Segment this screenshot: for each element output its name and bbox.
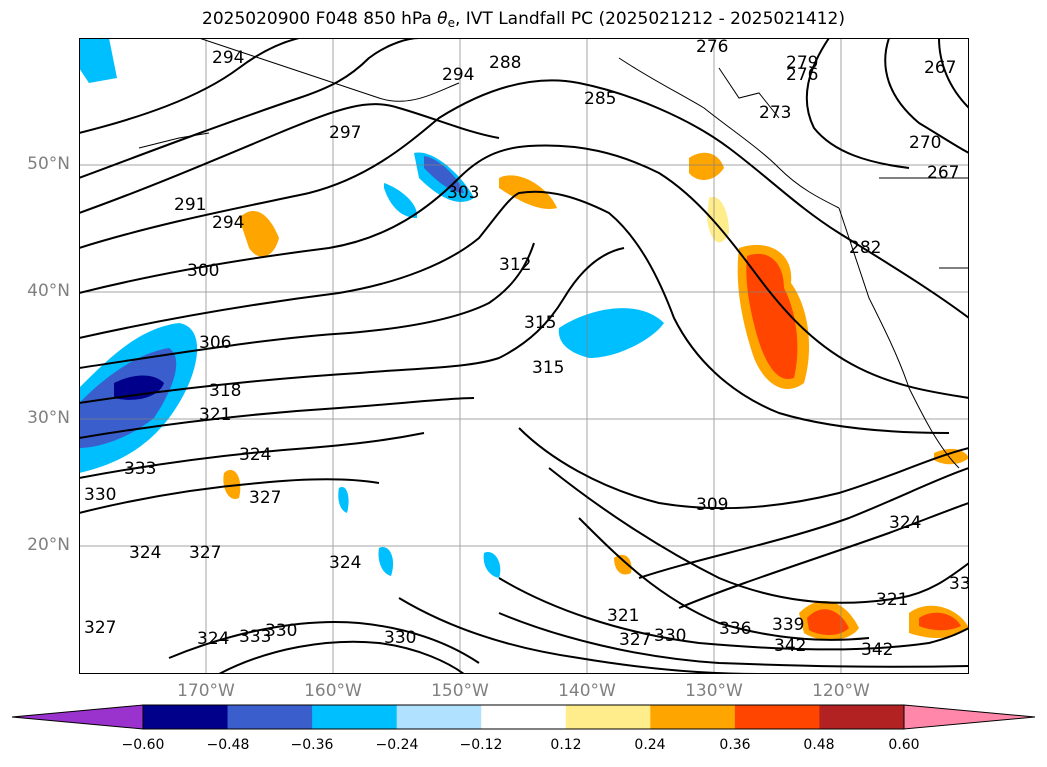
contour-label: 306 [199,333,231,353]
colorbar [11,704,1036,730]
colorbar-tick: 0.60 [888,737,920,753]
contour-label: 315 [524,313,556,333]
contour-label: 300 [187,261,219,281]
contour-label: 267 [924,58,956,78]
contour-label: 330 [265,621,297,641]
contour-label: 330 [384,628,416,648]
contour-label: 294 [212,213,244,233]
lon-label: 120°W [812,681,870,701]
contour-label: 309 [696,495,728,515]
contour-label: 342 [861,640,893,660]
colorbar-segment [481,705,567,729]
colorbar-tick: −0.36 [290,737,334,753]
contour-label: 321 [607,606,639,626]
contour-label: 333 [124,459,156,479]
lat-label: 20°N [27,535,70,555]
contour-label: 279 [786,53,818,73]
contour-label: 276 [696,38,728,57]
contour-label: 324 [889,513,921,533]
colorbar-segment [396,705,482,729]
contour-label: 339 [772,615,804,635]
lat-label: 50°N [27,154,70,174]
colorbar-segment [734,705,820,729]
colorbar-frame [142,704,905,730]
lon-label: 150°W [431,681,489,701]
colorbar-segment [819,705,905,729]
contour-label: 321 [199,405,231,425]
lat-label: 40°N [27,281,70,301]
contour-label: 294 [212,48,244,68]
contour-label: 324 [239,445,271,465]
map-title: 2025020900 F048 850 hPa θe, IVT Landfall… [202,9,845,30]
colorbar-tick: −0.48 [206,737,250,753]
contour-label: 288 [489,53,521,73]
contour-label: 33 [949,574,969,594]
contour-labels: 294 294 288 285 276 279 276 273 267 270 … [84,38,969,660]
colorbar-extend-right [903,704,1036,730]
contour-label: 336 [719,619,751,639]
contour-label: 282 [849,238,881,258]
contour-label: 267 [927,163,959,183]
contour-label: 324 [129,543,161,563]
contour-label: 321 [876,590,908,610]
colorbar-extend-left [11,704,144,730]
colorbar-tick: 0.36 [719,737,751,753]
contour-label: 327 [619,630,651,650]
colorbar-segment [565,705,651,729]
colorbar-segment [227,705,313,729]
colorbar-segment [650,705,736,729]
lat-label: 30°N [27,408,70,428]
lon-label: 170°W [177,681,235,701]
contour-label: 324 [197,629,229,649]
contour-label: 330 [654,626,686,646]
contour-label: 330 [84,485,116,505]
contour-label: 342 [774,636,806,656]
contour-label: 294 [442,65,474,85]
colorbar-segment [143,705,229,729]
contour-label: 324 [329,553,361,573]
map-panel: 294 294 288 285 276 279 276 273 267 270 … [79,38,969,674]
coastlines [138,38,969,469]
colorbar-tick: −0.24 [375,737,419,753]
contour-label: 276 [786,65,818,85]
contour-label: 297 [329,123,361,143]
lon-label: 160°W [304,681,362,701]
contour-label: 315 [532,358,564,378]
colorbar-tick: 0.24 [634,737,666,753]
colorbar-tick: −0.12 [459,737,503,753]
contour-label: 327 [249,488,281,508]
colorbar-tick: 0.12 [550,737,582,753]
contour-label: 285 [584,89,616,109]
contour-label: 333 [239,627,271,647]
colorbar-segment [312,705,398,729]
theta-e-contours [79,38,969,674]
lon-label: 130°W [685,681,743,701]
colorbar-tick: 0.48 [803,737,835,753]
map-frame [79,38,969,674]
contour-label: 273 [759,103,791,123]
colorbar-tick: −0.60 [121,737,165,753]
contour-label: 270 [909,133,941,153]
contour-label: 327 [189,543,221,563]
contour-label: 327 [84,618,116,638]
contour-label: 303 [447,183,479,203]
lon-label: 140°W [558,681,616,701]
contour-label: 318 [209,381,241,401]
shaded-regions [79,38,969,640]
contour-label: 291 [174,195,206,215]
contour-label: 312 [499,255,531,275]
graticule [79,38,969,674]
